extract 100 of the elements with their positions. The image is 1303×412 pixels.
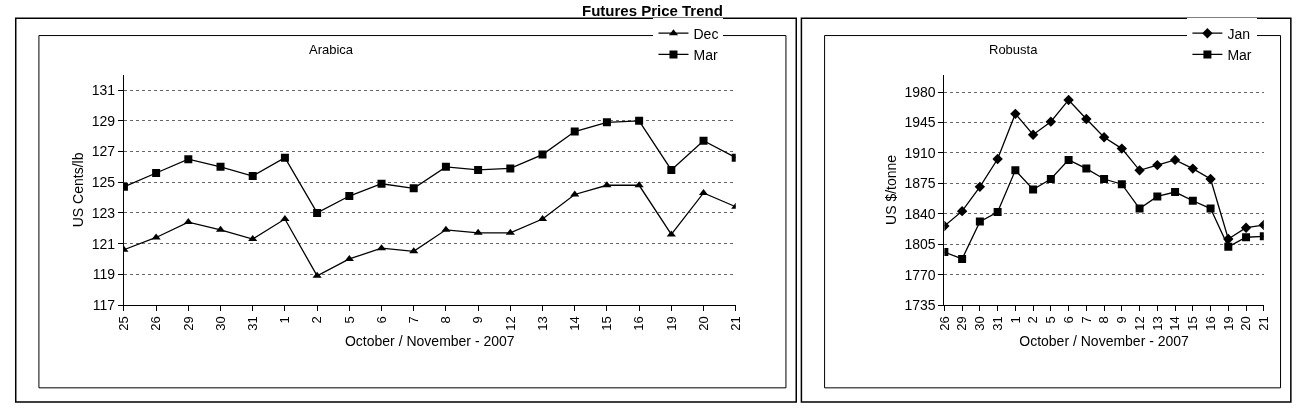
y-tick-label: 117	[92, 296, 116, 313]
point	[1135, 204, 1144, 213]
point	[958, 254, 967, 263]
point	[152, 168, 161, 177]
point	[313, 208, 322, 217]
x-tick-label: 8	[438, 316, 454, 324]
y-tick-label: 1875	[904, 175, 936, 192]
x-tick-label: 14	[1167, 316, 1183, 331]
x-tick-label: 29	[180, 316, 196, 331]
x-tick-label: 12	[1131, 316, 1147, 331]
point	[280, 153, 289, 162]
chart-subtitle: Robusta	[989, 42, 1039, 57]
x-tick-label: 19	[663, 316, 679, 331]
x-tick-label: 21	[1256, 316, 1272, 331]
y-tick-label: 1980	[904, 84, 936, 101]
point	[699, 136, 708, 145]
x-tick-label: 1	[277, 316, 293, 324]
point	[1064, 155, 1073, 164]
point	[1242, 233, 1251, 242]
point	[474, 165, 483, 174]
y-tick-label: 129	[91, 112, 116, 129]
point	[1027, 129, 1039, 140]
legend-label: Mar	[693, 46, 718, 63]
x-tick-label: 25	[116, 316, 132, 331]
y-tick-label: 127	[91, 143, 116, 160]
y-tick-label: 1910	[904, 144, 936, 161]
x-tick-label: 16	[631, 316, 647, 331]
point	[1081, 113, 1092, 125]
point	[506, 164, 515, 173]
x-tick-label: 5	[341, 316, 357, 324]
x-tick-label: 13	[1149, 316, 1165, 331]
y-tick-label: 1805	[904, 236, 936, 253]
x-tick-label: 9	[470, 316, 486, 324]
x-tick-label: 7	[405, 316, 421, 324]
point	[975, 217, 984, 226]
x-tick-label: 15	[599, 316, 615, 331]
point	[1045, 116, 1057, 127]
x-tick-label: 5	[1043, 316, 1059, 324]
y-tick-label: 1770	[904, 266, 936, 283]
point	[1205, 173, 1216, 185]
point	[1046, 175, 1055, 184]
point	[1063, 94, 1074, 106]
y-tick-label: 121	[91, 235, 116, 252]
y-tick-label: 131	[91, 81, 116, 98]
point	[1011, 166, 1020, 175]
x-tick-label: 2	[309, 316, 325, 324]
x-tick-label: 8	[1096, 316, 1112, 324]
x-tick-label: 29	[954, 316, 970, 331]
point	[248, 172, 257, 181]
point	[993, 208, 1002, 217]
x-axis-title: October / November - 2007	[1019, 332, 1190, 349]
x-tick-label: 31	[244, 316, 260, 331]
point	[473, 228, 483, 235]
point	[280, 215, 290, 222]
x-tick-label: 31	[989, 316, 1005, 331]
x-axis-title: October / November - 2007	[345, 332, 515, 349]
point	[974, 181, 986, 193]
chart-subtitle: Arabica	[309, 42, 354, 57]
x-tick-label: 7	[1078, 316, 1094, 324]
point	[441, 162, 450, 171]
x-tick-label: 14	[566, 316, 582, 331]
point	[992, 153, 1003, 165]
legend-label: Jan	[1227, 25, 1250, 42]
x-tick-label: 21	[727, 316, 743, 331]
point	[1029, 185, 1038, 194]
x-tick-label: 19	[1220, 316, 1236, 331]
point	[602, 118, 611, 127]
point	[441, 225, 451, 232]
x-tick-label: 1	[1007, 316, 1023, 324]
point	[1188, 196, 1197, 205]
point	[1098, 132, 1110, 143]
chart-title: Futures Price Trend	[582, 2, 723, 19]
point	[409, 184, 418, 193]
point	[184, 155, 193, 164]
y-axis-title: US $/tonne	[883, 154, 900, 225]
point	[1134, 165, 1145, 176]
point	[1116, 143, 1128, 154]
x-tick-label: 6	[373, 316, 389, 324]
x-tick-label: 16	[1202, 316, 1218, 331]
point	[1187, 163, 1199, 174]
point	[344, 254, 354, 261]
point	[216, 162, 225, 171]
y-tick-label: 123	[91, 204, 116, 221]
legend-label: Mar	[1227, 46, 1252, 63]
point	[345, 192, 354, 201]
point	[1152, 159, 1163, 171]
x-tick-label: 15	[1185, 316, 1201, 331]
legend-label: Dec	[693, 25, 719, 42]
point	[183, 218, 193, 225]
point	[248, 235, 258, 242]
point	[1171, 188, 1180, 197]
point	[538, 150, 547, 159]
y-axis-title: US Cents/lb	[70, 152, 87, 228]
point	[1153, 192, 1162, 201]
point	[1169, 154, 1181, 166]
point	[312, 271, 322, 278]
x-tick-label: 26	[148, 316, 164, 331]
point	[570, 127, 579, 136]
y-tick-label: 1840	[904, 205, 936, 222]
point	[956, 205, 968, 217]
